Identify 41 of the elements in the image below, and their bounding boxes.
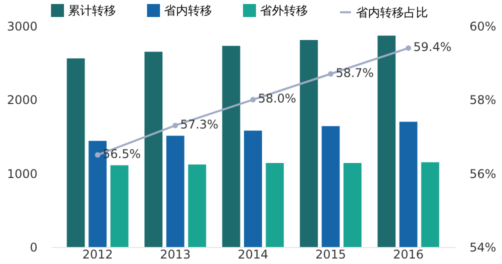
point [328, 71, 334, 77]
y2-tick-label: 56% [470, 166, 496, 181]
bar [244, 130, 262, 247]
y2-tick-label: 58% [470, 93, 496, 108]
point [406, 45, 412, 51]
data-label: 58.7% [336, 66, 374, 80]
point [172, 122, 178, 128]
legend-label: 累计转移 [68, 4, 116, 18]
x-tick-label: 2016 [393, 248, 424, 262]
bar [300, 40, 318, 247]
y-tick-label: 1000 [6, 166, 38, 181]
x-tick-label: 2012 [82, 248, 113, 262]
legend-label: 省内转移 [164, 4, 212, 18]
y-tick-label: 0 [30, 240, 38, 254]
point [94, 152, 100, 158]
data-label: 59.4% [413, 40, 452, 54]
point [250, 96, 256, 102]
bar [66, 58, 85, 247]
bar [166, 136, 184, 247]
y2-tick-label: 54% [470, 240, 496, 254]
bar [421, 162, 440, 247]
bar [222, 46, 240, 247]
legend-label: 省内转移占比 [356, 5, 428, 20]
y2-tick-label: 60% [470, 20, 496, 34]
x-tick-label: 2013 [160, 248, 191, 262]
data-label: 56.5% [102, 146, 141, 161]
x-tick-label: 2015 [315, 248, 346, 262]
y-tick-label: 2000 [6, 93, 38, 108]
bar [378, 36, 396, 247]
bar [110, 165, 128, 247]
bar [188, 164, 206, 247]
bar [344, 163, 362, 247]
bar [322, 126, 340, 247]
data-label: 58.0% [258, 92, 296, 106]
bar [399, 122, 418, 247]
bar [266, 163, 284, 247]
x-tick-label: 2014 [238, 248, 268, 262]
y-tick-label: 3000 [6, 20, 38, 34]
bar [144, 52, 162, 247]
legend-label: 省外转移 [260, 4, 308, 18]
data-label: 57.3% [180, 117, 218, 132]
